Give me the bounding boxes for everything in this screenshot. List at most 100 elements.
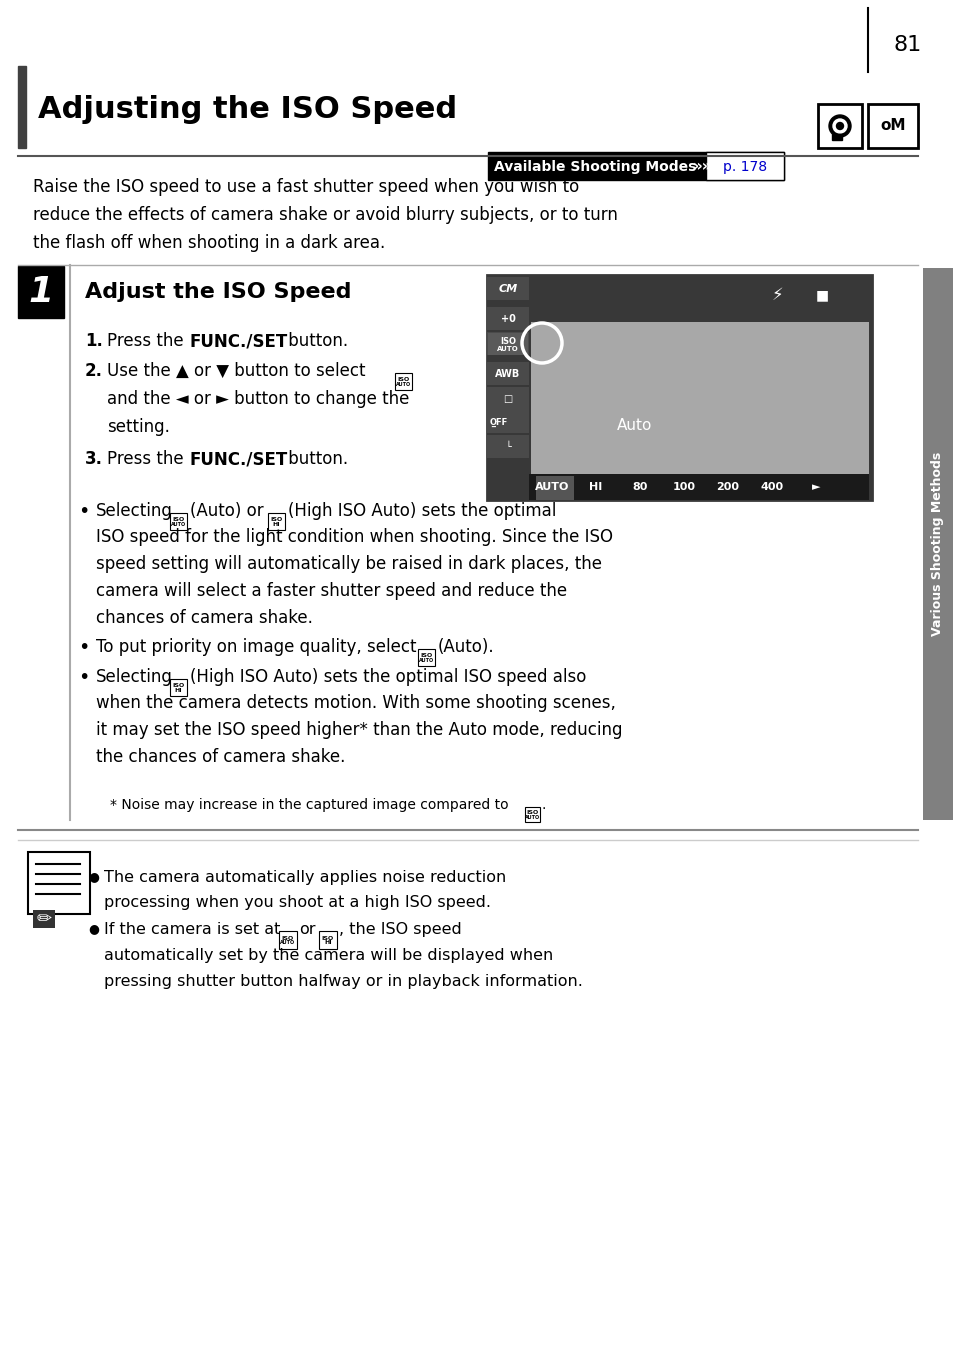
Bar — [486, 276, 871, 500]
Text: HI: HI — [324, 940, 332, 946]
Bar — [395, 373, 412, 390]
Text: Press the: Press the — [107, 332, 189, 350]
Bar — [486, 386, 529, 409]
Text: 81: 81 — [893, 35, 922, 55]
Text: 200: 200 — [716, 482, 739, 492]
Text: +0: +0 — [500, 313, 515, 324]
Text: Press the: Press the — [107, 450, 189, 467]
Text: AUTO: AUTO — [497, 346, 518, 353]
Text: Selecting: Selecting — [96, 503, 172, 520]
Text: it may set the ISO speed higher* than the Auto mode, reducing: it may set the ISO speed higher* than th… — [96, 721, 622, 739]
Text: Available Shooting Modes: Available Shooting Modes — [494, 159, 696, 174]
Text: ISO: ISO — [172, 517, 185, 521]
Bar — [417, 648, 435, 666]
Text: ISO: ISO — [420, 653, 432, 658]
Circle shape — [828, 115, 850, 136]
Text: AUTO: AUTO — [280, 940, 295, 946]
Text: ISO: ISO — [172, 684, 185, 688]
Text: Various Shooting Methods: Various Shooting Methods — [930, 451, 943, 636]
Text: □: □ — [503, 394, 512, 404]
Text: HI: HI — [589, 482, 602, 492]
Circle shape — [836, 123, 842, 130]
Text: automatically set by the camera will be displayed when: automatically set by the camera will be … — [104, 948, 553, 963]
Text: 2.: 2. — [85, 362, 103, 380]
Text: AUTO: AUTO — [535, 482, 569, 492]
Text: AUTO: AUTO — [171, 521, 186, 527]
Text: Use the ▲ or ▼ button to select: Use the ▲ or ▼ button to select — [107, 362, 365, 380]
Text: chances of camera shake.: chances of camera shake. — [96, 609, 313, 627]
Text: ●: ● — [88, 921, 99, 935]
Bar — [170, 513, 187, 530]
Text: ISO: ISO — [270, 517, 282, 521]
Text: AUTO: AUTO — [418, 658, 434, 663]
Bar — [831, 134, 841, 141]
Bar — [486, 362, 529, 385]
Text: •: • — [78, 503, 90, 521]
Text: AWB: AWB — [495, 369, 520, 380]
Text: ISO: ISO — [499, 336, 516, 346]
Text: Adjusting the ISO Speed: Adjusting the ISO Speed — [38, 96, 456, 124]
Text: p. 178: p. 178 — [722, 159, 766, 174]
Text: •: • — [78, 638, 90, 657]
Text: the flash off when shooting in a dark area.: the flash off when shooting in a dark ar… — [33, 234, 385, 253]
Bar — [278, 931, 296, 948]
Text: (High ISO Auto) sets the optimal: (High ISO Auto) sets the optimal — [288, 503, 556, 520]
Text: To put priority on image quality, select: To put priority on image quality, select — [96, 638, 416, 657]
Bar — [486, 409, 529, 434]
Circle shape — [832, 119, 846, 132]
Text: 100: 100 — [672, 482, 695, 492]
Text: ✏: ✏ — [36, 911, 51, 928]
Text: ⚡: ⚡ — [770, 286, 782, 304]
Text: Raise the ISO speed to use a fast shutter speed when you wish to: Raise the ISO speed to use a fast shutte… — [33, 178, 578, 196]
Text: or: or — [298, 921, 315, 938]
Text: ISO: ISO — [281, 935, 294, 940]
Text: (High ISO Auto) sets the optimal ISO speed also: (High ISO Auto) sets the optimal ISO spe… — [190, 667, 586, 686]
Text: ISO speed for the light condition when shooting. Since the ISO: ISO speed for the light condition when s… — [96, 528, 613, 546]
Text: when the camera detects motion. With some shooting scenes,: when the camera detects motion. With som… — [96, 694, 616, 712]
Bar — [18, 266, 64, 317]
Bar — [28, 852, 90, 915]
Text: 1.: 1. — [85, 332, 103, 350]
Text: 3.: 3. — [85, 450, 103, 467]
Text: * Noise may increase in the captured image compared to: * Noise may increase in the captured ima… — [110, 798, 508, 812]
Text: Selecting: Selecting — [96, 667, 172, 686]
Text: 400: 400 — [760, 482, 782, 492]
Text: (Auto) or: (Auto) or — [190, 503, 263, 520]
Text: HI: HI — [174, 688, 182, 693]
Bar — [488, 332, 527, 355]
Text: 80: 80 — [632, 482, 647, 492]
Text: ISO: ISO — [397, 377, 409, 382]
Bar — [524, 807, 539, 821]
Text: processing when you shoot at a high ISO speed.: processing when you shoot at a high ISO … — [104, 894, 491, 911]
Bar — [488, 153, 783, 180]
Bar — [867, 104, 917, 149]
Text: FUNC./SET: FUNC./SET — [190, 450, 288, 467]
Text: •: • — [78, 667, 90, 688]
Bar — [486, 307, 529, 330]
Bar — [33, 911, 55, 928]
Text: ●: ● — [88, 870, 99, 884]
Bar — [529, 474, 868, 500]
Text: (Auto).: (Auto). — [437, 638, 494, 657]
Bar — [817, 104, 862, 149]
Text: Adjust the ISO Speed: Adjust the ISO Speed — [85, 282, 351, 303]
Text: If the camera is set at: If the camera is set at — [104, 921, 280, 938]
Text: camera will select a faster shutter speed and reduce the: camera will select a faster shutter spee… — [96, 582, 566, 600]
Text: ISO: ISO — [321, 935, 334, 940]
Text: └: └ — [504, 442, 511, 453]
Text: , the ISO speed: , the ISO speed — [338, 921, 461, 938]
Text: O̲FF: O̲FF — [489, 417, 508, 427]
Text: ISO: ISO — [526, 811, 538, 815]
Text: pressing shutter button halfway or in playback information.: pressing shutter button halfway or in pl… — [104, 974, 582, 989]
Text: ■: ■ — [815, 288, 828, 303]
Bar — [318, 931, 336, 948]
Bar — [705, 153, 783, 180]
Bar — [536, 476, 574, 500]
Bar — [268, 513, 285, 530]
Text: AUTO: AUTO — [395, 382, 411, 386]
Text: ►: ► — [811, 482, 820, 492]
Text: setting.: setting. — [107, 417, 170, 436]
Bar — [486, 332, 529, 355]
Text: AUTO: AUTO — [524, 815, 539, 820]
Text: speed setting will automatically be raised in dark places, the: speed setting will automatically be rais… — [96, 555, 601, 573]
